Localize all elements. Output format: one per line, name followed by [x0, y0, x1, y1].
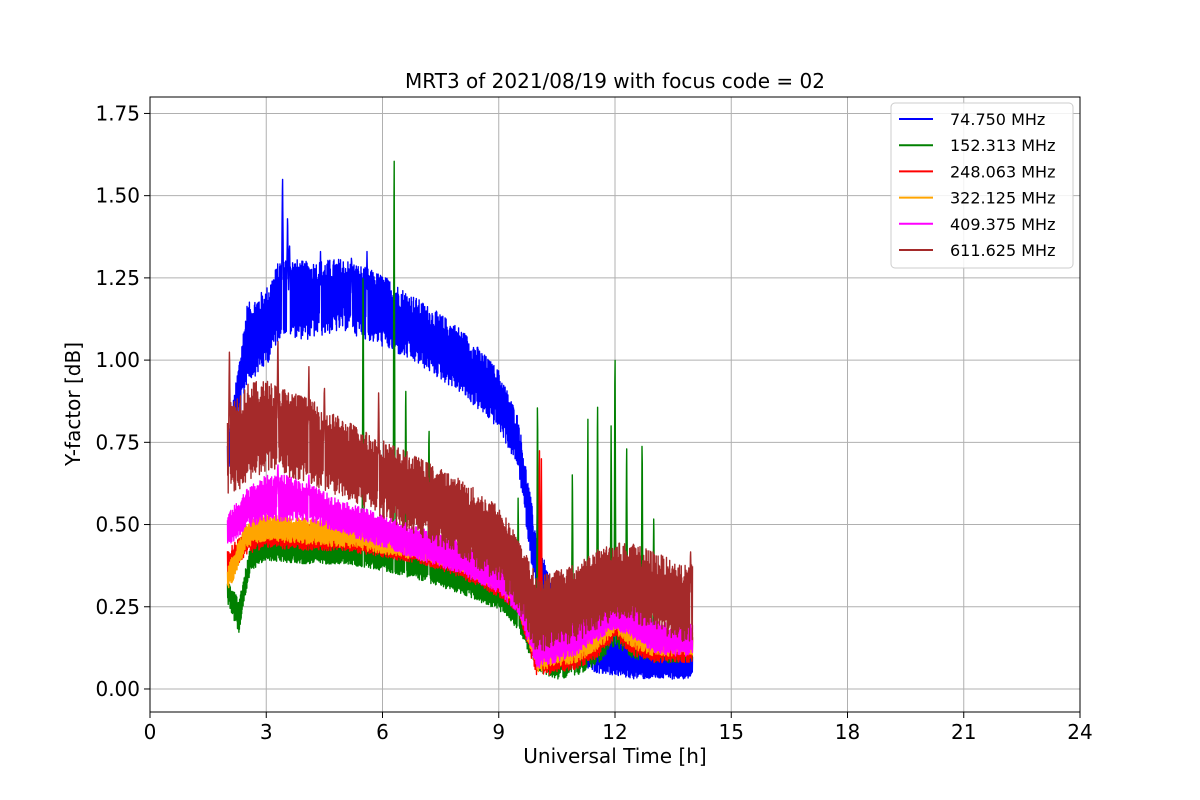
- series-line: [226, 340, 694, 652]
- legend-label: 611.625 MHz: [950, 241, 1055, 260]
- y-tick-label: 1.50: [95, 184, 140, 208]
- y-tick-label: 1.25: [95, 266, 140, 290]
- x-axis-label: Universal Time [h]: [523, 744, 706, 768]
- x-tick-label: 24: [1067, 720, 1092, 744]
- legend: 74.750 MHz 152.313 MHz 248.063 MHz 322.125 …: [890, 102, 1074, 269]
- x-tick-label: 18: [835, 720, 860, 744]
- x-tick-label: 21: [951, 720, 976, 744]
- y-axis-label: Y-factor [dB]: [61, 342, 85, 467]
- legend-label: 248.063 MHz: [950, 162, 1055, 181]
- legend-label: 409.375 MHz: [950, 215, 1055, 234]
- y-tick-label: 0.50: [95, 513, 140, 537]
- chart-title: MRT3 of 2021/08/19 with focus code = 02: [405, 69, 825, 93]
- y-tick-label: 1.00: [95, 348, 140, 372]
- legend-label: 74.750 MHz: [950, 110, 1045, 129]
- y-axis-ticks: 0.00 0.25 0.50 0.75 1.00 1.25 1.50 1.75: [95, 101, 150, 701]
- y-tick-label: 0.25: [95, 595, 140, 619]
- x-tick-label: 12: [602, 720, 627, 744]
- x-tick-label: 15: [719, 720, 744, 744]
- y-tick-label: 1.75: [95, 101, 140, 125]
- legend-box: [890, 102, 1074, 269]
- legend-entries: 74.750 MHz 152.313 MHz 248.063 MHz 322.125 …: [899, 110, 1055, 260]
- x-axis-ticks: 0 3 6 9 12 15 18 21 24: [144, 712, 1093, 744]
- y-tick-label: 0.75: [95, 430, 140, 454]
- x-tick-label: 6: [376, 720, 389, 744]
- x-tick-label: 0: [144, 720, 157, 744]
- plot-series: [226, 160, 694, 680]
- legend-label: 322.125 MHz: [950, 189, 1055, 208]
- y-tick-label: 0.00: [95, 677, 140, 701]
- x-tick-label: 9: [492, 720, 505, 744]
- series-line: [226, 178, 694, 680]
- x-tick-label: 3: [260, 720, 273, 744]
- legend-label: 152.313 MHz: [950, 136, 1055, 155]
